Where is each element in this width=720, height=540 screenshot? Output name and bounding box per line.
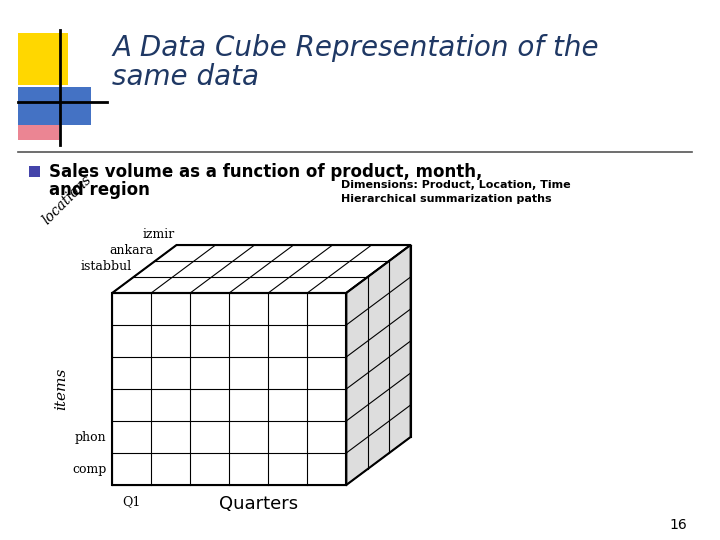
Text: Hierarchical summarization paths: Hierarchical summarization paths [341, 194, 552, 204]
Text: and region: and region [49, 181, 150, 199]
Bar [17, 87, 91, 125]
Text: Sales volume as a function of product, month,: Sales volume as a function of product, m… [49, 163, 482, 181]
Text: A Data Cube Representation of the: A Data Cube Representation of the [112, 34, 599, 62]
Bar [17, 33, 68, 85]
Polygon shape [346, 245, 410, 485]
Text: 16: 16 [670, 518, 688, 532]
Polygon shape [112, 293, 346, 485]
Text: items: items [55, 368, 68, 410]
Bar [17, 98, 58, 140]
Polygon shape [112, 245, 410, 293]
Text: comp: comp [72, 462, 107, 476]
Text: Dimensions: Product, Location, Time: Dimensions: Product, Location, Time [341, 180, 571, 190]
Text: Quarters: Quarters [219, 495, 298, 513]
Text: same data: same data [112, 63, 259, 91]
Text: locations: locations [40, 172, 94, 227]
Text: istabbul: istabbul [81, 260, 132, 273]
Text: izmir: izmir [143, 228, 174, 241]
Text: phon: phon [75, 430, 107, 443]
Text: ankara: ankara [109, 244, 153, 257]
Bar [30, 166, 40, 177]
Text: Q1: Q1 [122, 495, 141, 508]
